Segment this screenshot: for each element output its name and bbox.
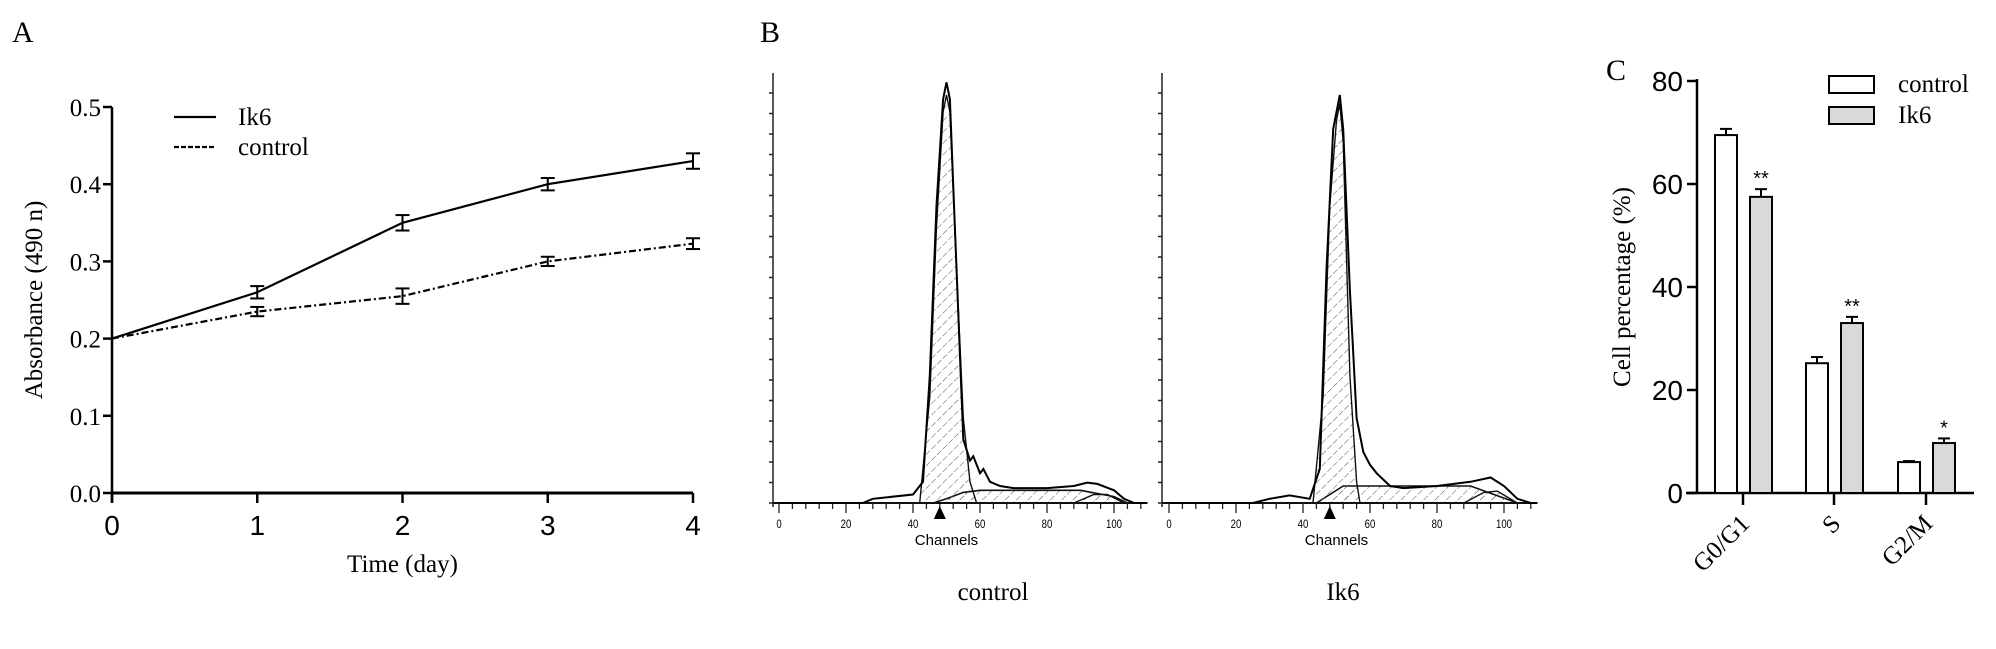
- panel-c-bar-chart: 0 20 40 60 80 Cell percentage (%) G0/G1 ** S ** G2…: [1609, 66, 1974, 577]
- panel-b-histograms: 0 20 40 60 80 100 Channels control 0 20 40 60 80 100 C…: [769, 73, 1538, 606]
- marker-triangle-icon: [933, 506, 946, 519]
- y-axis-label: Cell percentage (%): [1609, 187, 1636, 387]
- x-tick-label: 0: [776, 518, 781, 531]
- bar-ik6: [1749, 195, 1773, 494]
- x-tick-label: 2: [395, 510, 411, 541]
- y-tick-label: 0.0: [70, 481, 101, 508]
- y-tick-label: 0.4: [70, 172, 102, 199]
- x-tick-label: 0: [104, 510, 120, 541]
- x-tick-label: 80: [1432, 518, 1443, 531]
- g1-phase-area: [918, 94, 978, 504]
- y-tick-label: 0.2: [70, 327, 101, 354]
- error-bar: [395, 214, 410, 232]
- y-axis-label: Absorbance (490 n): [21, 201, 48, 400]
- error-bar: [540, 255, 555, 268]
- significance-marker: **: [1753, 168, 1769, 190]
- x-tick-label: 100: [1106, 518, 1122, 531]
- legend-swatch-ik6: [1828, 106, 1875, 125]
- series-line-ik6: [111, 159, 694, 340]
- bar-ik6: [1932, 442, 1956, 495]
- error-bar: [250, 305, 265, 318]
- error-bar: [686, 152, 700, 170]
- g2-phase-area: [1073, 493, 1125, 504]
- x-tick-label: 40: [1298, 518, 1309, 531]
- x-axis-label: Channels: [915, 532, 978, 549]
- error-bar: [250, 285, 265, 300]
- y-tick-label: 80: [1652, 66, 1683, 97]
- error-bar: [686, 237, 700, 251]
- legend-label-control: control: [1898, 71, 1969, 98]
- series-line-control: [111, 242, 694, 340]
- legend-label-control: control: [238, 134, 309, 161]
- x-tick-label: 60: [975, 518, 986, 531]
- g1-phase-area: [1312, 103, 1361, 504]
- y-tick-label: 0.1: [70, 404, 101, 431]
- x-axis-label: Time (day): [347, 551, 458, 578]
- histogram-caption: control: [958, 579, 1029, 606]
- x-tick-label: 20: [841, 518, 852, 531]
- x-tick-label: 1: [249, 510, 265, 541]
- bar-control: [1714, 134, 1738, 494]
- bar-ik6: [1840, 322, 1864, 494]
- total-histogram-line: [779, 82, 1148, 504]
- histogram-control: 0 20 40 60 80 100 Channels control: [769, 73, 1148, 606]
- x-tick-label: 20: [1231, 518, 1242, 531]
- y-tick-label: 20: [1652, 375, 1683, 406]
- category-label: G2/M: [1877, 510, 1938, 571]
- y-tick-label: 60: [1652, 169, 1683, 200]
- legend-swatch-control: [1828, 75, 1875, 94]
- x-tick-label: 0: [1166, 518, 1171, 531]
- panel-a-line-chart: 0.0 0.1 0.2 0.3 0.4 0.5 0 1 2 3 4 Time (day) Absorba…: [21, 95, 701, 578]
- bar-control: [1897, 461, 1921, 495]
- category-label: G0/G1: [1688, 510, 1755, 577]
- error-bar: [395, 287, 410, 305]
- x-tick-label: 4: [685, 510, 701, 541]
- panel-label-c: C: [1606, 54, 1626, 87]
- bar-control: [1805, 362, 1829, 494]
- y-tick-label: 0: [1667, 478, 1683, 509]
- x-tick-label: 60: [1365, 518, 1376, 531]
- panel-label-b: B: [760, 16, 780, 49]
- significance-marker: *: [1940, 417, 1948, 439]
- marker-triangle-icon: [1323, 506, 1336, 519]
- x-tick-label: 100: [1496, 518, 1512, 531]
- y-tick-label: 0.5: [70, 95, 101, 122]
- histogram-ik6: 0 20 40 60 80 100 Channels Ik6: [1158, 73, 1538, 606]
- total-histogram-line: [1169, 94, 1538, 504]
- y-tick-label: 0.3: [70, 249, 101, 276]
- error-bar: [540, 177, 555, 192]
- x-tick-label: 80: [1042, 518, 1053, 531]
- category-label: S: [1817, 510, 1846, 539]
- panel-label-a: A: [12, 16, 34, 49]
- histogram-caption: Ik6: [1326, 579, 1359, 606]
- significance-marker: **: [1844, 296, 1860, 318]
- legend-label-ik6: Ik6: [1898, 102, 1931, 129]
- x-tick-label: 40: [908, 518, 919, 531]
- x-tick-label: 3: [540, 510, 556, 541]
- legend-label-ik6: Ik6: [238, 104, 271, 131]
- g2-phase-area: [1463, 490, 1520, 504]
- y-tick-label: 40: [1652, 272, 1683, 303]
- x-axis-label: Channels: [1305, 532, 1368, 549]
